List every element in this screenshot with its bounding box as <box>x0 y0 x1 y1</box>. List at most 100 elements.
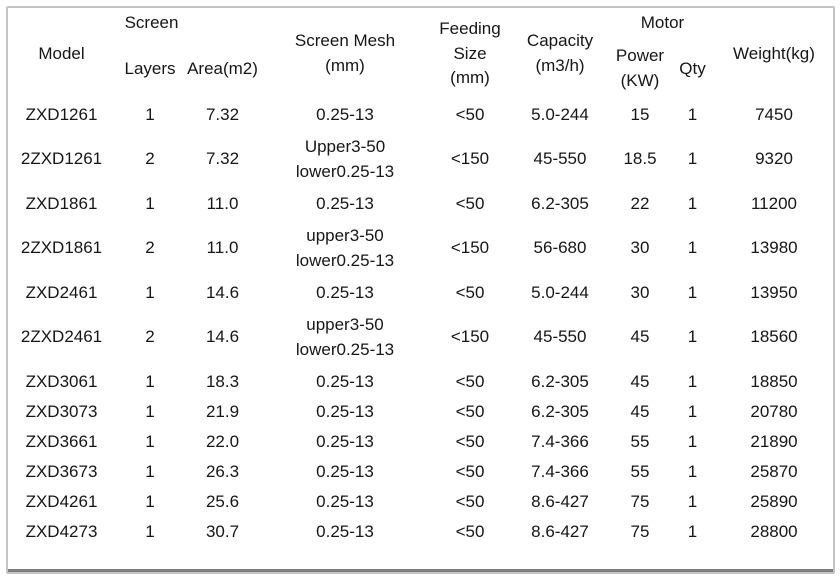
table-cell: 75 <box>630 521 650 541</box>
table-cell: 45-550 <box>533 327 587 346</box>
table-cell: 13980 <box>750 238 798 257</box>
table-cell: ZXD3673 <box>25 461 98 481</box>
table-cell: 1 <box>145 401 155 421</box>
table-header: Model Screen Screen Mesh (mm) Feeding Si… <box>8 8 833 100</box>
table-cell: 0.25-13 <box>316 104 374 124</box>
table-cell: <50 <box>455 431 485 451</box>
table-cell: 0.25-13 <box>316 431 374 451</box>
table-cell: 11.0 <box>206 193 239 213</box>
table-cell: 18.3 <box>205 371 240 391</box>
col-header-qty: Qty <box>679 58 706 78</box>
table-body: ZXD1261 1 7.32 0.25-13 <50 5.0-244 15 1 7450 2ZXD… <box>8 100 833 547</box>
table-cell: Upper3-50 lower0.25-13 <box>295 136 395 181</box>
table-cell: ZXD2461 <box>25 282 98 302</box>
table-cell: 2ZXD1261 <box>20 149 103 168</box>
table-cell: <50 <box>455 461 485 481</box>
table-row: 2ZXD2461 2 14.6 upper3-50 lower0.25-13 <150 4… <box>8 308 833 367</box>
table-cell: <150 <box>450 149 490 168</box>
table-cell: 0.25-13 <box>316 371 374 391</box>
table-cell: 55 <box>630 461 650 481</box>
table-cell: <50 <box>455 491 485 511</box>
table-cell: 1 <box>687 371 698 391</box>
table-cell: 0.25-13 <box>316 282 374 302</box>
table-cell: <50 <box>455 401 485 421</box>
table-cell: <150 <box>450 327 490 346</box>
table-cell: 1 <box>687 431 698 451</box>
table-cell: ZXD1861 <box>25 193 98 213</box>
table-cell: 1 <box>145 282 155 302</box>
table-cell: <150 <box>450 238 490 257</box>
table-cell: 6.2-305 <box>531 193 589 213</box>
col-header-area: Area(m2) <box>187 58 258 78</box>
table-cell: 21890 <box>750 431 798 451</box>
table-cell: 55 <box>630 431 650 451</box>
table-cell: 2ZXD2461 <box>20 327 103 346</box>
table-cell: 1 <box>145 193 155 213</box>
table-cell: 14.6 <box>205 282 240 302</box>
table-cell: 18560 <box>750 327 798 346</box>
table-cell: 45 <box>630 327 650 346</box>
table-row: 2ZXD1261 2 7.32 Upper3-50 lower0.25-13 <150 4… <box>8 130 833 189</box>
col-header-feeding-size: Feeding Size (mm) <box>439 18 501 88</box>
table-cell: 22 <box>630 193 650 213</box>
table-cell: 26.3 <box>205 461 240 481</box>
table-cell: 5.0-244 <box>531 282 589 302</box>
table-row: ZXD1261 1 7.32 0.25-13 <50 5.0-244 15 1 7450 <box>8 100 833 130</box>
table-cell: 7.4-366 <box>531 461 589 481</box>
table-bottom-rule: Model Screen Screen Mesh (mm) Feeding Si… <box>8 8 833 572</box>
table-cell: 7.4-366 <box>531 431 589 451</box>
table-cell: upper3-50 lower0.25-13 <box>295 225 395 270</box>
table-cell: 7.32 <box>205 104 240 124</box>
table-cell: 6.2-305 <box>531 401 589 421</box>
table-cell: 0.25-13 <box>316 521 374 541</box>
table-cell: 1 <box>145 371 155 391</box>
table-cell: ZXD3073 <box>25 401 98 421</box>
table-cell: 1 <box>145 104 155 124</box>
table-cell: 45 <box>630 401 650 421</box>
table-cell: 1 <box>687 401 698 421</box>
table-cell: 6.2-305 <box>531 371 589 391</box>
col-header-layers: Layers <box>124 58 176 78</box>
table-frame: Model Screen Screen Mesh (mm) Feeding Si… <box>6 6 835 574</box>
table-cell: <50 <box>455 371 485 391</box>
table-cell: 1 <box>687 104 698 124</box>
table-cell: 30 <box>630 238 650 257</box>
table-cell: 20780 <box>750 401 798 421</box>
table-cell: 1 <box>145 431 155 451</box>
col-header-model: Model <box>38 43 85 63</box>
col-header-weight: Weight(kg) <box>733 43 815 63</box>
table-cell: <50 <box>455 193 485 213</box>
table-cell: ZXD4261 <box>25 491 98 511</box>
table-cell: ZXD3661 <box>25 431 98 451</box>
table-row: ZXD3673 1 26.3 0.25-13 <50 7.4-366 55 1 25870 <box>8 457 833 487</box>
table-row: ZXD4261 1 25.6 0.25-13 <50 8.6-427 75 1 25890 <box>8 487 833 517</box>
table-cell: 1 <box>145 461 155 481</box>
table-cell: 5.0-244 <box>531 104 589 124</box>
table-cell: 2 <box>145 149 155 168</box>
table-cell: 2 <box>145 238 155 257</box>
table-cell: 45-550 <box>533 149 587 168</box>
table-row: ZXD3061 1 18.3 0.25-13 <50 6.2-305 45 1 18850 <box>8 367 833 397</box>
table-cell: 25870 <box>750 461 798 481</box>
table-cell: 28800 <box>750 521 798 541</box>
table-cell: 2ZXD1861 <box>20 238 103 257</box>
table-cell: 2 <box>145 327 155 346</box>
table-row: ZXD4273 1 30.7 0.25-13 <50 8.6-427 75 1 28800 <box>8 517 833 547</box>
table-cell: 7450 <box>755 104 793 124</box>
table-cell: ZXD4273 <box>25 521 98 541</box>
table-cell: ZXD1261 <box>25 104 98 124</box>
col-header-power: Power (KW) <box>615 46 665 90</box>
table-cell: 21.9 <box>205 401 240 421</box>
table-row: ZXD2461 1 14.6 0.25-13 <50 5.0-244 30 1 13950 <box>8 278 833 308</box>
table-row: ZXD3661 1 22.0 0.25-13 <50 7.4-366 55 1 21890 <box>8 427 833 457</box>
table-cell: 56-680 <box>533 238 587 257</box>
table-cell: 15 <box>630 104 650 124</box>
table-cell: ZXD3061 <box>25 371 98 391</box>
spec-table: Model Screen Screen Mesh (mm) Feeding Si… <box>8 8 833 547</box>
table-cell: 7.32 <box>205 149 240 168</box>
table-row: ZXD3073 1 21.9 0.25-13 <50 6.2-305 45 1 20780 <box>8 397 833 427</box>
table-row: 2ZXD1861 2 11.0 upper3-50 lower0.25-13 <150 5… <box>8 219 833 278</box>
table-cell: 30 <box>630 282 650 302</box>
table-cell: <50 <box>455 521 485 541</box>
table-cell: 1 <box>687 491 698 511</box>
